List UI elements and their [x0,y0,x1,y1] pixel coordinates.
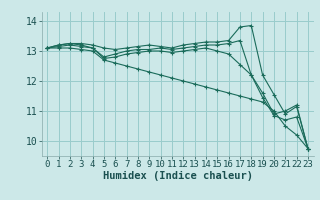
X-axis label: Humidex (Indice chaleur): Humidex (Indice chaleur) [103,171,252,181]
